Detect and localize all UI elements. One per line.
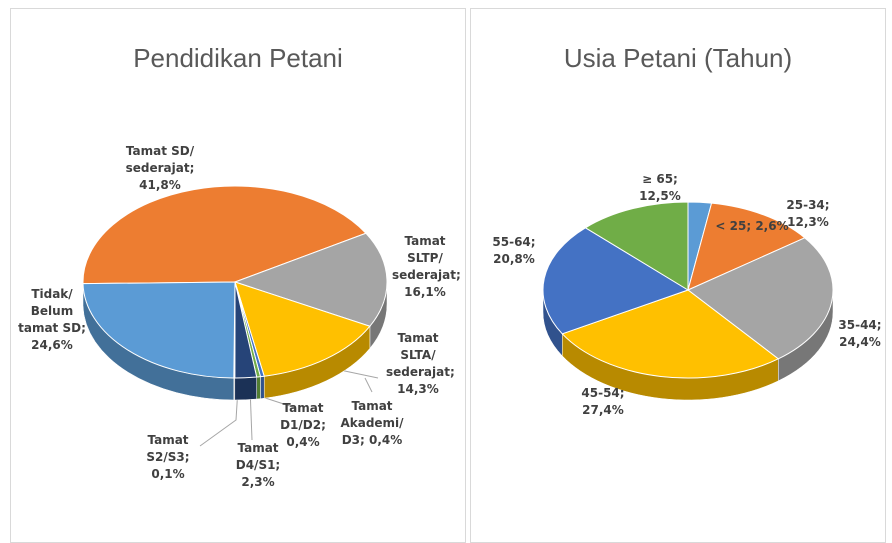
slice-side xyxy=(256,376,261,400)
value-label: 20,8% xyxy=(493,252,535,266)
slice xyxy=(561,289,780,379)
category-label: ≥ 65; xyxy=(642,172,678,186)
leader-line xyxy=(364,377,373,393)
leader-line xyxy=(339,369,379,379)
value-label: 0,1% xyxy=(151,467,185,481)
category-label: < 25; xyxy=(715,219,752,233)
value-label: 41,8% xyxy=(139,178,181,192)
slice xyxy=(234,281,371,377)
category-label: Tamat SLTP/ sederajat; xyxy=(392,234,461,282)
value-label: 24,4% xyxy=(839,335,881,349)
slice-side xyxy=(260,375,265,399)
data-label: Tidak/ Belum tamat SD; 24,6% xyxy=(15,286,89,354)
slice xyxy=(233,232,388,327)
value-label: 0,4% xyxy=(286,435,320,449)
category-label: 35-44; xyxy=(838,318,882,332)
value-label: 27,4% xyxy=(582,403,624,417)
category-label: Tamat SLTA/ sederajat; xyxy=(386,331,455,379)
category-label: Tamat Akademi/ D3; xyxy=(340,399,404,447)
category-label: 55-64; xyxy=(492,235,536,249)
value-label: 2,6% xyxy=(755,219,789,233)
category-label: Tamat S2/S3; xyxy=(146,433,190,464)
data-label: Tamat S2/S3; 0,1% xyxy=(143,432,193,483)
category-label: 45-54; xyxy=(581,386,625,400)
data-label: Tamat SLTA/ sederajat; 14,3% xyxy=(386,330,455,398)
slice xyxy=(82,281,236,379)
category-label: Tamat SD/ sederajat; xyxy=(125,144,195,175)
value-label: 24,6% xyxy=(31,338,73,352)
data-label: Tamat D4/S1; 2,3% xyxy=(233,440,283,491)
data-label: Tamat SD/ sederajat; 41,8% xyxy=(118,143,202,194)
chart-title: Pendidikan Petani xyxy=(133,43,343,73)
data-label: ≥ 65; 12,5% xyxy=(636,171,684,205)
value-label: 16,1% xyxy=(404,285,446,299)
slice xyxy=(542,227,690,335)
value-label: 12,3% xyxy=(787,215,829,229)
data-label: Tamat Akademi/ D3; 0,4% xyxy=(334,398,410,449)
category-label: 25-34; xyxy=(786,198,830,212)
category-label: Tamat D4/S1; xyxy=(235,441,281,472)
value-label: 12,5% xyxy=(639,189,681,203)
slice xyxy=(687,237,834,360)
value-label: 0,4% xyxy=(369,433,403,447)
value-label: 14,3% xyxy=(397,382,439,396)
data-label: 35-44; 24,4% xyxy=(836,317,884,351)
data-label: 25-34; 12,3% xyxy=(784,197,832,231)
category-label: Tamat D1/D2; xyxy=(280,401,326,432)
data-label: Tamat SLTP/ sederajat; 16,1% xyxy=(392,233,461,301)
data-label: 55-64; 20,8% xyxy=(490,234,538,268)
data-label: Tamat D1/D2; 0,4% xyxy=(278,400,328,451)
slice xyxy=(584,201,689,291)
slice xyxy=(687,202,806,291)
data-label: < 25; 2,6% xyxy=(710,218,794,235)
value-label: 2,3% xyxy=(241,475,275,489)
chart-title: Usia Petani (Tahun) xyxy=(563,43,793,73)
data-label: 45-54; 27,4% xyxy=(579,385,627,419)
category-label: Tidak/ Belum tamat SD; xyxy=(18,287,86,335)
slice-side xyxy=(234,376,257,401)
